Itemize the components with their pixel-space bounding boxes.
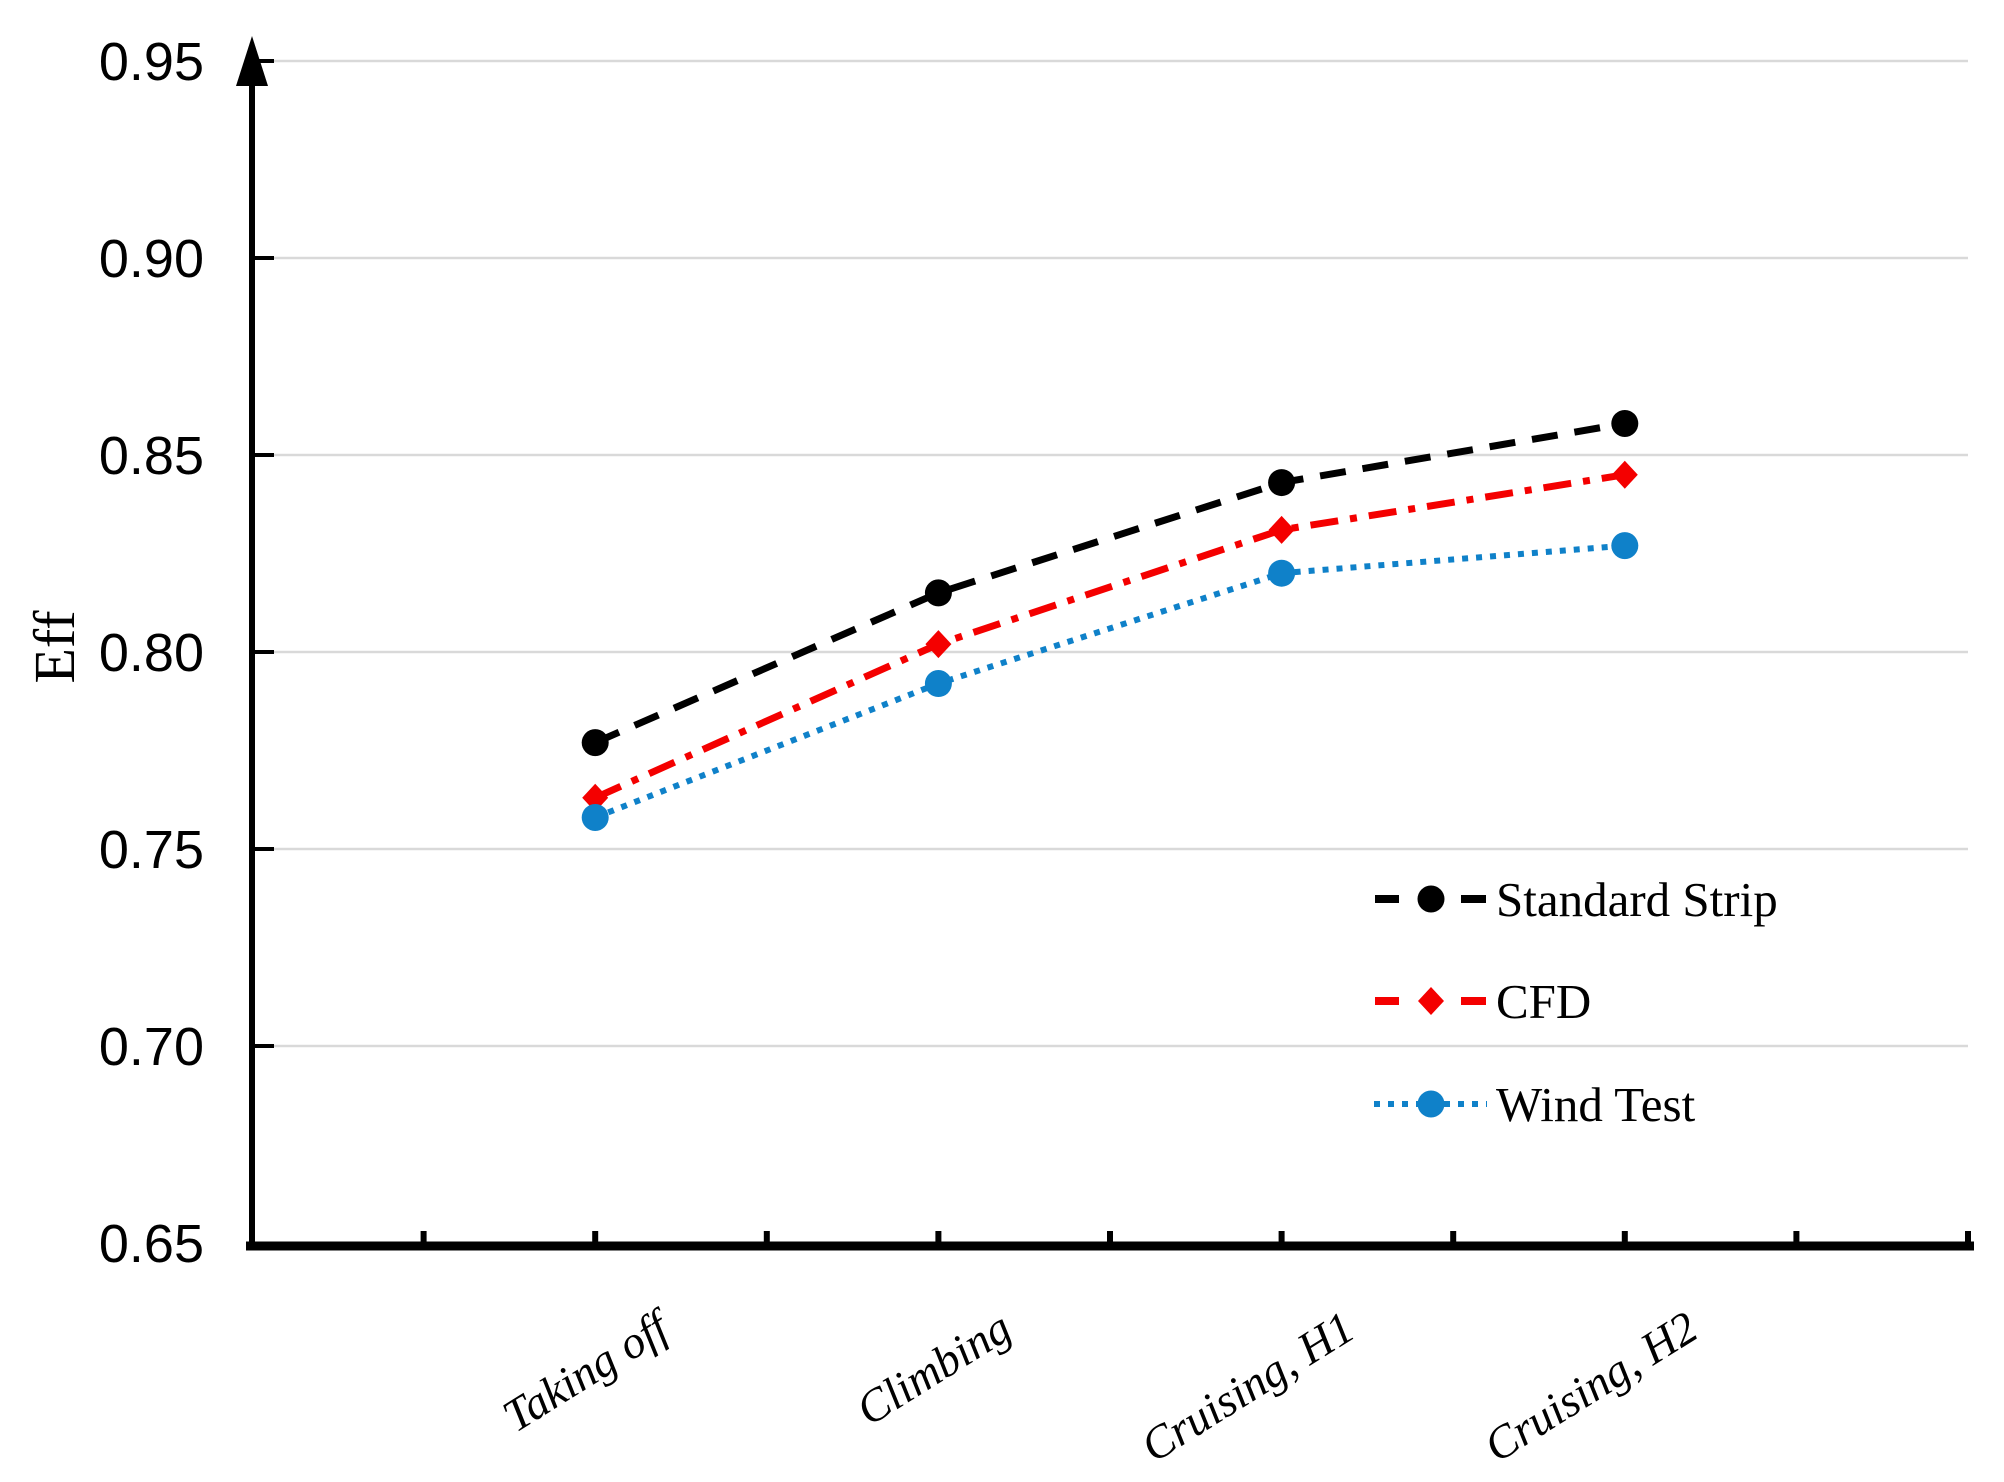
series-line	[593, 471, 1626, 801]
data-point-circle	[924, 670, 952, 698]
y-tick-label: 0.70	[99, 1017, 204, 1077]
gridlines	[252, 59, 1968, 1048]
series-line	[594, 542, 1626, 821]
legend-label: Wind Test	[1496, 1077, 1696, 1132]
data-point-circle	[924, 579, 952, 607]
data-point-circle	[581, 803, 609, 831]
data-point-diamond	[1611, 460, 1638, 489]
series-line	[593, 420, 1626, 746]
y-tick-labels: 0.65 0.70 0.75 0.80 0.85 0.90 0.95	[99, 32, 204, 1274]
data-point-diamond	[1268, 515, 1295, 544]
x-category-labels: Taking off Climbing Cruising, H1 Cruising, …	[494, 1298, 1706, 1472]
x-category-label: Climbing	[847, 1301, 1019, 1435]
data-point-circle	[1268, 559, 1296, 587]
axes	[236, 36, 1974, 1251]
y-tick-label: 0.75	[99, 820, 204, 880]
data-series	[581, 409, 1639, 831]
data-point-circle	[581, 729, 609, 757]
y-tick-label: 0.85	[99, 426, 204, 486]
x-ticks	[249, 1231, 1971, 1245]
data-point-circle	[1417, 1090, 1445, 1118]
series-wind-test	[581, 532, 1639, 831]
legend-label: CFD	[1496, 974, 1591, 1029]
y-ticks	[252, 59, 274, 1048]
y-tick-label: 0.80	[99, 623, 204, 683]
data-point-circle	[1417, 885, 1445, 913]
legend-label: Standard Strip	[1496, 872, 1778, 927]
data-point-circle	[1268, 469, 1296, 497]
data-point-diamond	[925, 630, 952, 659]
x-category-label: Cruising, H1	[1132, 1301, 1363, 1472]
y-tick-label: 0.65	[99, 1214, 204, 1274]
x-category-label: Cruising, H2	[1475, 1301, 1706, 1472]
data-point-circle	[1611, 532, 1639, 560]
y-tick-label: 0.90	[99, 229, 204, 289]
series-cfd	[582, 460, 1638, 812]
series-standard-strip	[581, 409, 1639, 757]
legend-item: CFD	[1375, 974, 1591, 1029]
legend: Standard Strip CFD Wind Test	[1374, 872, 1778, 1132]
y-axis-title: Eff	[22, 610, 87, 684]
data-point-diamond	[582, 783, 609, 812]
x-category-label: Taking off	[494, 1298, 682, 1442]
legend-item: Wind Test	[1374, 1077, 1696, 1132]
y-tick-label: 0.95	[99, 32, 204, 92]
data-point-circle	[1611, 409, 1639, 437]
legend-item: Standard Strip	[1375, 872, 1778, 927]
data-point-diamond	[1418, 987, 1444, 1015]
